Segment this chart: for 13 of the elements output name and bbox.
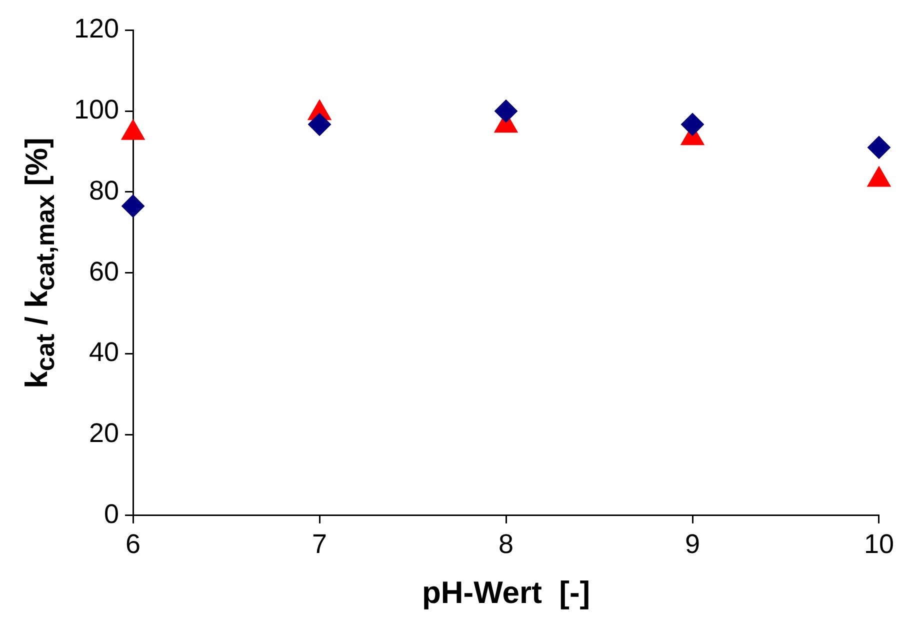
x-tick-label: 9 <box>684 529 700 560</box>
y-tick-label: 20 <box>89 418 120 448</box>
x-tick-label: 8 <box>498 529 514 560</box>
x-axis-title: pH-Wert [-] <box>422 574 590 610</box>
x-tick-label: 7 <box>312 529 328 560</box>
y-tick-label: 0 <box>104 498 120 529</box>
y-tick-label: 40 <box>89 337 120 368</box>
x-tick-label: 10 <box>864 529 894 560</box>
y-tick-label: 100 <box>74 94 120 125</box>
y-tick-label: 80 <box>89 175 120 206</box>
y-tick-label: 60 <box>89 256 120 286</box>
x-tick-label: 6 <box>126 529 141 560</box>
y-tick-label: 120 <box>74 14 120 44</box>
